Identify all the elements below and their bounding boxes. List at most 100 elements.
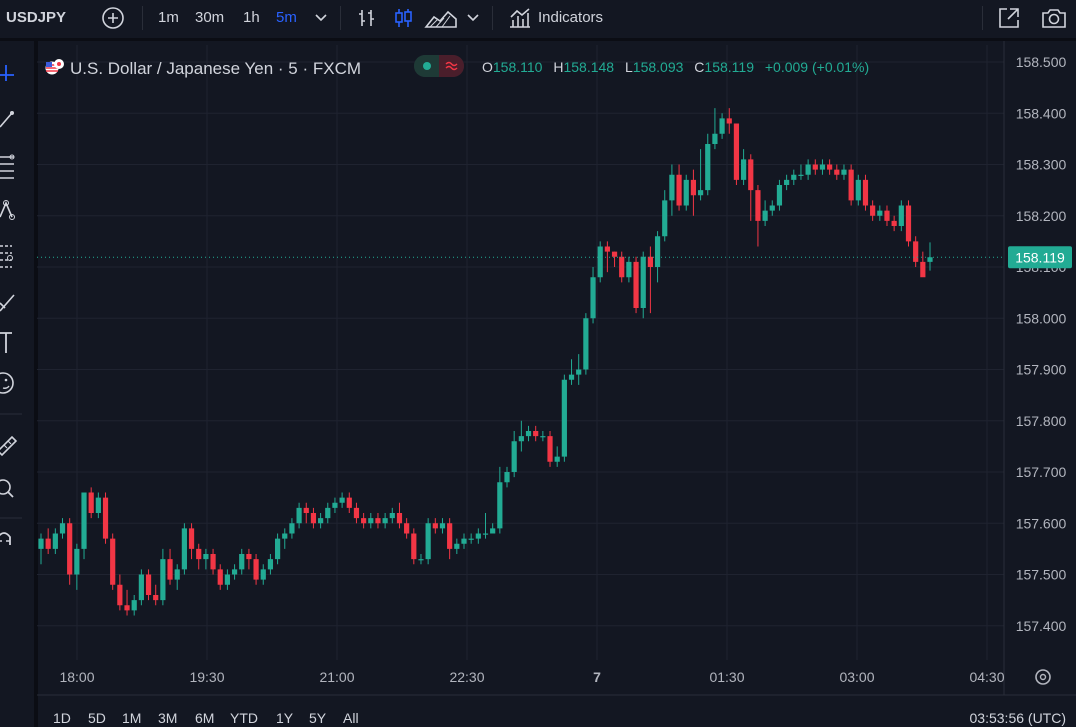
range-1d-button[interactable]: 1D <box>53 710 71 726</box>
candles-style-button[interactable] <box>393 0 415 36</box>
data-delay-indicator <box>439 55 464 77</box>
candle-body <box>755 190 761 221</box>
candle <box>748 154 754 221</box>
candle <box>88 487 94 519</box>
candle-body <box>461 538 467 544</box>
candle-body <box>834 169 840 175</box>
candle <box>568 359 575 385</box>
ruler-icon[interactable] <box>0 435 18 457</box>
interval-5m-button[interactable]: 5m <box>276 9 297 26</box>
candle-body <box>81 492 87 549</box>
candle <box>332 497 338 513</box>
range-ytd-button[interactable]: YTD <box>230 710 258 726</box>
emoji-icon[interactable] <box>0 372 14 394</box>
chart-type-dropdown[interactable] <box>466 0 480 36</box>
candle-body <box>138 574 144 601</box>
candle-body <box>310 513 317 524</box>
open-key: O <box>482 59 493 75</box>
range-all-button[interactable]: All <box>343 710 359 726</box>
candle-body <box>253 559 259 580</box>
indicators-button[interactable]: Indicators <box>508 0 603 36</box>
crosshair-icon[interactable] <box>0 65 14 81</box>
candle <box>117 574 123 611</box>
interval-1m-button[interactable]: 1m <box>158 9 179 26</box>
compare-symbol-button[interactable] <box>100 0 126 36</box>
bars-style-button[interactable] <box>356 0 378 36</box>
screenshot-button[interactable] <box>1041 0 1067 36</box>
candle <box>368 513 374 529</box>
candle-body <box>497 482 503 529</box>
indicators-label: Indicators <box>538 9 604 26</box>
fib-retracement-icon[interactable] <box>0 154 15 179</box>
candle-body <box>196 548 202 560</box>
brush-icon[interactable] <box>0 294 15 312</box>
candle <box>812 159 818 175</box>
candle-body <box>382 518 388 524</box>
wave-icon <box>445 61 458 71</box>
symbol-legend[interactable]: U.S. Dollar / Japanese Yen · 5 · FXCM <box>44 56 361 78</box>
candle <box>447 518 453 560</box>
range-6m-button[interactable]: 6M <box>195 710 215 726</box>
candle-body <box>576 369 582 375</box>
prediction-icon[interactable] <box>0 245 13 268</box>
candle-body <box>683 179 689 206</box>
candle-body <box>325 507 331 519</box>
candle <box>468 533 474 544</box>
candle <box>540 431 546 442</box>
candle <box>432 518 438 534</box>
interval-30m-button[interactable]: 30m <box>195 9 225 26</box>
candle-body <box>38 538 44 549</box>
high-value: 158.148 <box>563 59 615 75</box>
candle-body <box>877 210 883 216</box>
candle-body <box>518 436 524 442</box>
candle-body <box>662 200 668 237</box>
candle-body <box>776 185 783 206</box>
time-axis[interactable]: 18:00 19:30 21:00 22:30 7 01:30 03:00 04:30 <box>37 669 1076 696</box>
candle <box>318 513 324 529</box>
candle-body <box>812 164 818 170</box>
symbol-search-button[interactable]: USDJPY <box>6 9 67 26</box>
candle-body <box>318 518 324 524</box>
candle-body <box>769 205 775 211</box>
area-style-button[interactable] <box>424 0 458 36</box>
candle <box>561 374 567 462</box>
settings-gear-icon[interactable] <box>1035 669 1051 685</box>
candle <box>834 164 840 180</box>
price-axis[interactable]: 158.500 158.400 158.300 158.200 158.100 158.0… <box>1003 41 1072 695</box>
candle-body <box>95 497 101 513</box>
range-5d-button[interactable]: 5D <box>88 710 106 726</box>
interval-1h-button[interactable]: 1h <box>243 9 260 26</box>
candle <box>604 241 610 273</box>
candle <box>382 513 388 529</box>
zoom-icon[interactable] <box>0 479 14 498</box>
time-tick-label: 01:30 <box>709 669 744 685</box>
close-value: 158.119 <box>704 59 754 75</box>
utc-clock[interactable]: 03:53:56 (UTC) <box>969 710 1066 726</box>
candle <box>145 569 152 601</box>
candle <box>683 174 689 211</box>
time-tick-label: 7 <box>593 669 601 685</box>
range-3m-button[interactable]: 3M <box>158 710 178 726</box>
candle <box>913 236 919 267</box>
text-tool-icon[interactable] <box>0 332 12 353</box>
share-button[interactable] <box>997 0 1021 36</box>
trend-line-icon[interactable] <box>0 111 14 128</box>
candle-body <box>884 210 890 221</box>
candle-body <box>798 174 804 176</box>
range-5y-button[interactable]: 5Y <box>309 710 327 726</box>
range-1y-button[interactable]: 1Y <box>276 710 294 726</box>
candle-body <box>153 595 159 601</box>
market-status-pill[interactable] <box>414 55 464 77</box>
candle <box>855 174 861 206</box>
magnet-icon[interactable] <box>0 532 11 545</box>
candle-body <box>396 513 403 524</box>
candles-icon <box>395 9 412 27</box>
price-tick-label: 157.600 <box>1016 515 1067 531</box>
interval-dropdown[interactable] <box>314 0 328 36</box>
candle <box>325 502 331 524</box>
candle-body <box>404 523 410 534</box>
price-tick-label: 158.300 <box>1016 157 1067 173</box>
range-1m-button[interactable]: 1M <box>122 710 142 726</box>
pattern-icon[interactable] <box>0 200 15 220</box>
